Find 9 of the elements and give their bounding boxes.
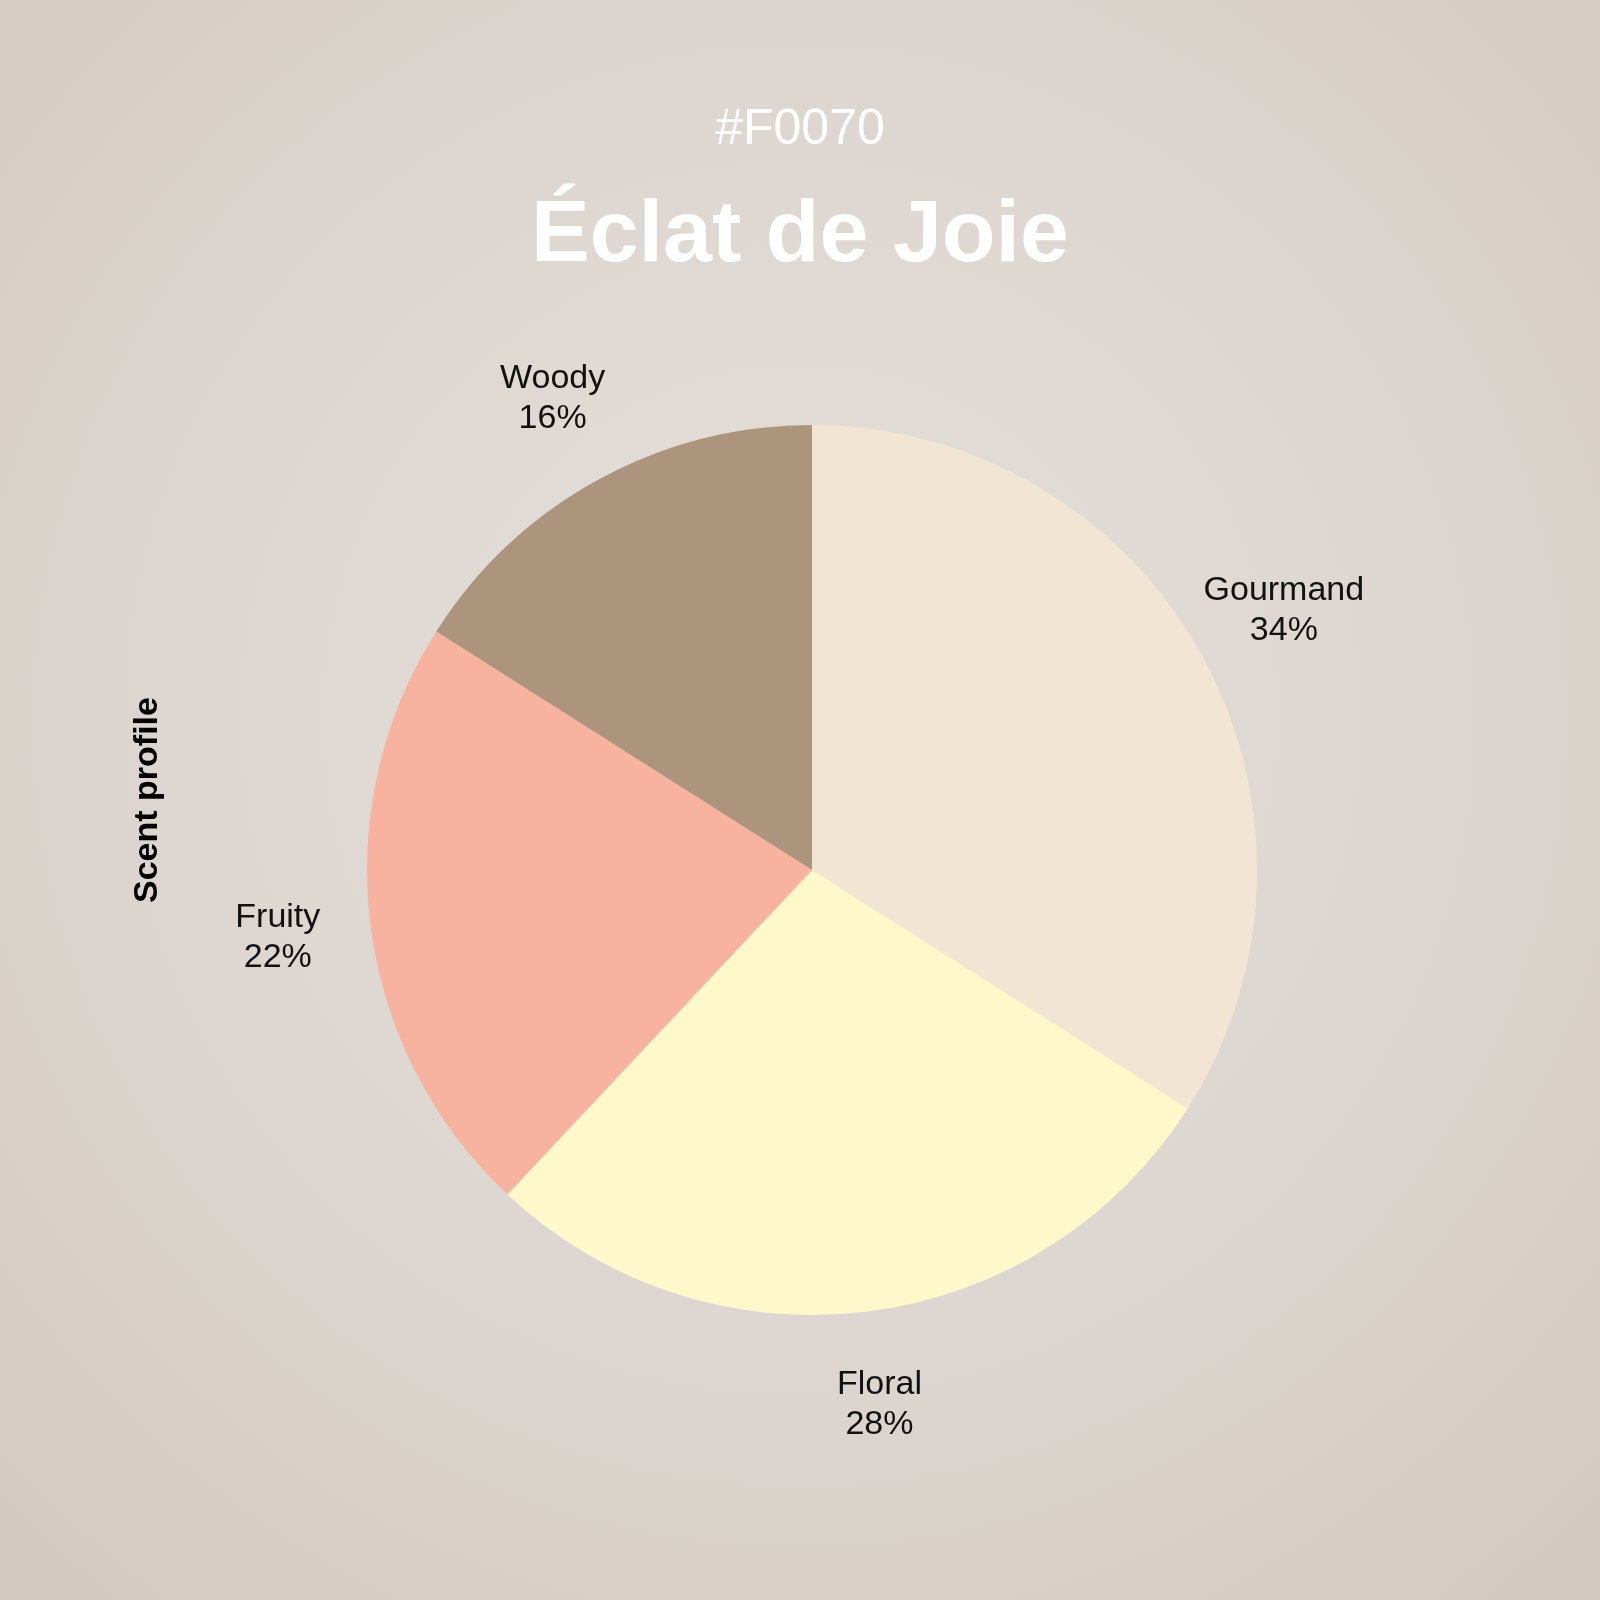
data-label: 22% — [243, 935, 312, 974]
slice-label: Floral — [836, 1362, 922, 1401]
data-label: 34% — [1249, 608, 1318, 647]
slice-label: Woody — [499, 356, 606, 395]
data-label: 28% — [845, 1402, 914, 1441]
slice-label: Fruity — [235, 895, 321, 934]
slice-label: Gourmand — [1203, 568, 1365, 607]
data-label: 16% — [518, 396, 587, 435]
text: Scent profile — [125, 697, 165, 903]
